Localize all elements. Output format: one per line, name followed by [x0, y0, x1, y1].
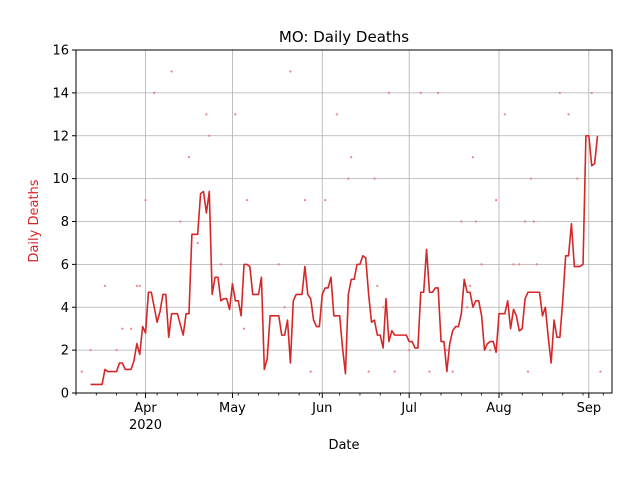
data-point: [437, 91, 440, 94]
y-tick-label: 10: [52, 172, 69, 187]
data-point: [474, 220, 477, 223]
x-axis-label: Date: [328, 438, 359, 453]
data-point: [529, 177, 532, 180]
data-point: [135, 284, 138, 287]
data-point: [277, 263, 280, 266]
y-tick-label: 2: [61, 344, 69, 359]
data-point: [532, 220, 535, 223]
y-tick-label: 4: [61, 301, 69, 316]
data-point: [503, 113, 506, 116]
data-point: [419, 91, 422, 94]
data-point: [245, 198, 249, 202]
daily-points: [80, 70, 602, 373]
chart-title: MO: Daily Deaths: [279, 28, 409, 46]
data-point: [303, 198, 306, 202]
y-tick-label: 14: [52, 86, 69, 101]
data-point: [283, 306, 286, 309]
data-point: [153, 91, 156, 94]
x-tick-label: Aug: [486, 401, 511, 416]
y-tick-label: 12: [52, 129, 69, 144]
data-point: [590, 91, 593, 94]
y-tick-label: 6: [61, 258, 69, 273]
data-point: [179, 220, 182, 223]
data-point: [382, 306, 385, 309]
data-point: [451, 370, 454, 373]
data-point: [324, 198, 327, 202]
data-point: [518, 263, 521, 266]
data-point: [89, 349, 92, 352]
data-point: [567, 113, 570, 116]
data-point: [350, 156, 353, 159]
data-point: [535, 263, 538, 266]
x-tick-label: Apr: [134, 401, 157, 416]
data-point: [468, 284, 472, 287]
x-tick-label: Jul: [400, 401, 417, 416]
y-axis-label: Daily Deaths: [27, 179, 42, 262]
data-point: [471, 156, 475, 159]
data-point: [558, 91, 561, 94]
data-point: [480, 263, 483, 266]
data-point: [196, 241, 199, 245]
y-tick-label: 16: [52, 44, 69, 59]
data-point: [289, 70, 292, 73]
x-tick-label: May: [219, 401, 246, 416]
data-point: [170, 70, 173, 73]
data-point: [242, 327, 246, 330]
data-point: [144, 198, 147, 202]
data-point: [103, 284, 107, 287]
data-point: [115, 349, 118, 352]
data-point: [208, 134, 211, 137]
y-tick-label: 0: [61, 387, 69, 402]
data-point: [445, 349, 448, 352]
x-tick-label: Sep: [577, 401, 602, 416]
y-tick-label: 8: [61, 215, 69, 230]
data-point: [466, 306, 469, 309]
data-point: [387, 91, 391, 94]
data-point: [335, 113, 338, 116]
data-point: [512, 263, 515, 266]
data-point: [138, 284, 141, 287]
data-point: [408, 349, 411, 352]
data-point: [309, 370, 312, 373]
data-point: [234, 113, 237, 116]
x-tick-label: Jun: [311, 401, 332, 416]
data-point: [219, 263, 222, 266]
data-point: [460, 220, 463, 223]
data-point: [80, 370, 83, 373]
x-tick-sublabel: 2020: [129, 418, 162, 433]
data-point: [489, 349, 492, 352]
x-axis-ticks: Apr 2020 May Jun Jul Aug Sep: [75, 393, 604, 433]
y-axis-ticks: 0 2 4 6 8 10 12 14 16: [52, 44, 76, 402]
data-point: [121, 327, 124, 330]
data-point: [367, 370, 370, 373]
data-point: [205, 113, 208, 116]
data-point: [373, 177, 376, 180]
data-point: [428, 370, 431, 373]
data-point: [576, 177, 579, 180]
data-point: [187, 156, 191, 159]
data-point: [347, 177, 350, 180]
data-point: [393, 370, 396, 373]
data-point: [495, 198, 498, 202]
data-point: [523, 220, 527, 223]
average-line: [90, 134, 599, 386]
data-point: [376, 284, 379, 287]
data-point: [526, 370, 530, 373]
data-point: [599, 370, 602, 373]
data-point: [129, 327, 133, 330]
